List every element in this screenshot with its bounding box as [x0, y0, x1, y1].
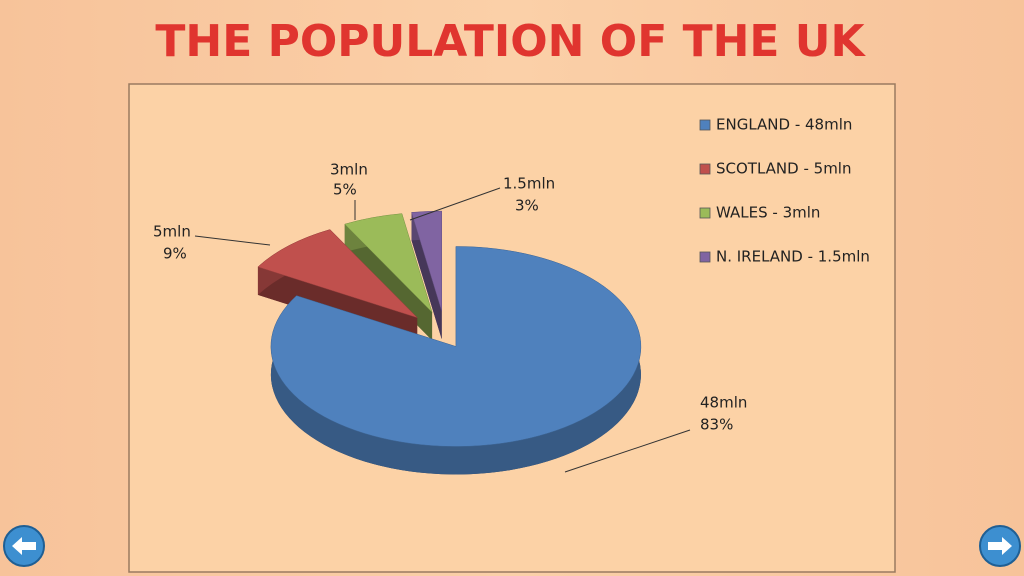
data-label: 9%: [163, 245, 187, 263]
legend-swatch: [699, 163, 711, 175]
data-label: 48mln: [700, 394, 747, 412]
leader-line: [194, 235, 271, 246]
slice-side: [411, 211, 442, 340]
data-label: 5mln: [153, 223, 191, 241]
chart-title: THE POPULATION OF THE UK: [155, 16, 866, 67]
legend-label: N. IRELAND - 1.5mln: [716, 248, 870, 266]
legend-swatch: [699, 251, 711, 263]
data-label: 5%: [333, 181, 357, 199]
legend-label: SCOTLAND - 5mln: [716, 160, 851, 178]
slice: [344, 213, 433, 313]
prev-button[interactable]: [3, 525, 45, 567]
pie: [257, 210, 642, 475]
data-label: 83%: [700, 416, 733, 434]
slice: [257, 229, 418, 318]
data-label: 1.5mln: [503, 175, 555, 193]
data-label: 3mln: [330, 161, 368, 179]
slice-side: [257, 229, 418, 346]
data-label: 3%: [515, 197, 539, 215]
legend-swatch: [699, 207, 711, 219]
slice: [411, 210, 442, 312]
leader-line: [409, 187, 501, 221]
legend-label: WALES - 3mln: [716, 204, 820, 222]
slice: [270, 246, 642, 447]
legend-swatch: [699, 119, 711, 131]
leader-line: [564, 429, 691, 473]
legend-label: ENGLAND - 48mln: [716, 116, 852, 134]
next-button[interactable]: [979, 525, 1021, 567]
